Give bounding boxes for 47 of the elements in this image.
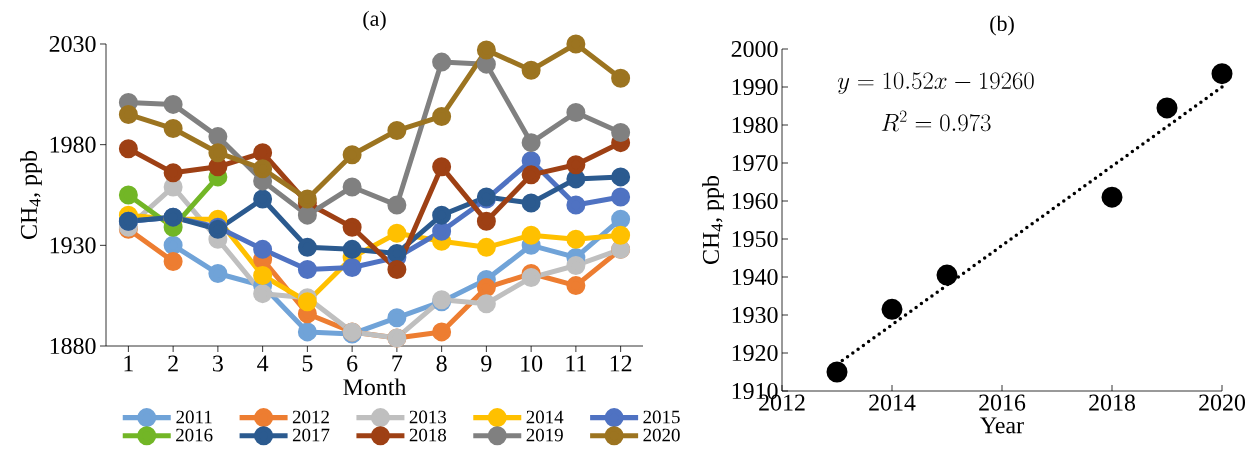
x-tick-label: 8 bbox=[436, 355, 447, 372]
y-tick-label: 1960 bbox=[732, 192, 778, 210]
x-tick-label: 12 bbox=[610, 355, 632, 372]
x-axis-title: Month bbox=[343, 378, 407, 396]
legend-label: 2011 bbox=[176, 410, 212, 424]
x-tick-label: 5 bbox=[302, 355, 313, 372]
chart-title: (b) bbox=[990, 15, 1014, 36]
y-tick-label: 1920 bbox=[732, 344, 778, 362]
annotation: $y = 10.52x - 19260$ bbox=[837, 72, 1034, 94]
legend-label: 2013 bbox=[409, 410, 447, 424]
y-axis-title: CH$_{4}$, ppb bbox=[702, 175, 724, 264]
y-tick-label: 1980 bbox=[732, 116, 778, 134]
legend-label: 2017 bbox=[292, 428, 330, 442]
y-axis-title: CH$_{4}$, ppb bbox=[20, 150, 42, 239]
y-tick-label: 1940 bbox=[732, 268, 778, 286]
x-tick-label: 6 bbox=[347, 355, 358, 372]
x-tick-label: 2016 bbox=[979, 394, 1026, 411]
y-tick-label: 1930 bbox=[50, 237, 96, 254]
legend-label: 2019 bbox=[526, 428, 563, 442]
x-tick-label: 1 bbox=[124, 355, 133, 372]
x-tick-label: 2020 bbox=[1199, 394, 1246, 411]
y-tick-label: 1990 bbox=[732, 78, 778, 96]
y-tick-label: 2030 bbox=[49, 35, 96, 53]
annotation: $R^{2} = 0.973$ bbox=[881, 110, 991, 132]
legend-label: 2018 bbox=[409, 428, 447, 442]
x-tick-label: 10 bbox=[521, 355, 543, 372]
y-tick-label: 1930 bbox=[732, 306, 778, 324]
x-tick-label: 2018 bbox=[1089, 394, 1136, 411]
legend-label: 2014 bbox=[526, 410, 564, 424]
chart-title: (a) bbox=[363, 10, 386, 31]
x-tick-label: 7 bbox=[392, 355, 403, 372]
y-tick-label: 1880 bbox=[50, 337, 96, 355]
legend-label: 2015 bbox=[643, 410, 680, 424]
legend-label: 2012 bbox=[292, 410, 329, 424]
y-tick-label: 1970 bbox=[732, 154, 778, 172]
x-tick-label: 3 bbox=[213, 355, 223, 372]
x-tick-label: 4 bbox=[257, 355, 269, 372]
y-tick-label: 1950 bbox=[732, 230, 778, 248]
legend-label: 2020 bbox=[643, 428, 680, 442]
x-tick-label: 2014 bbox=[869, 394, 916, 411]
x-tick-label: 11 bbox=[566, 355, 586, 372]
x-tick-label: 2 bbox=[168, 355, 178, 372]
y-tick-label: 1980 bbox=[50, 136, 96, 153]
y-tick-label: 2000 bbox=[731, 40, 778, 58]
legend-label: 2016 bbox=[176, 428, 213, 442]
x-axis-title: Year bbox=[980, 417, 1024, 434]
x-tick-label: 9 bbox=[481, 355, 492, 372]
